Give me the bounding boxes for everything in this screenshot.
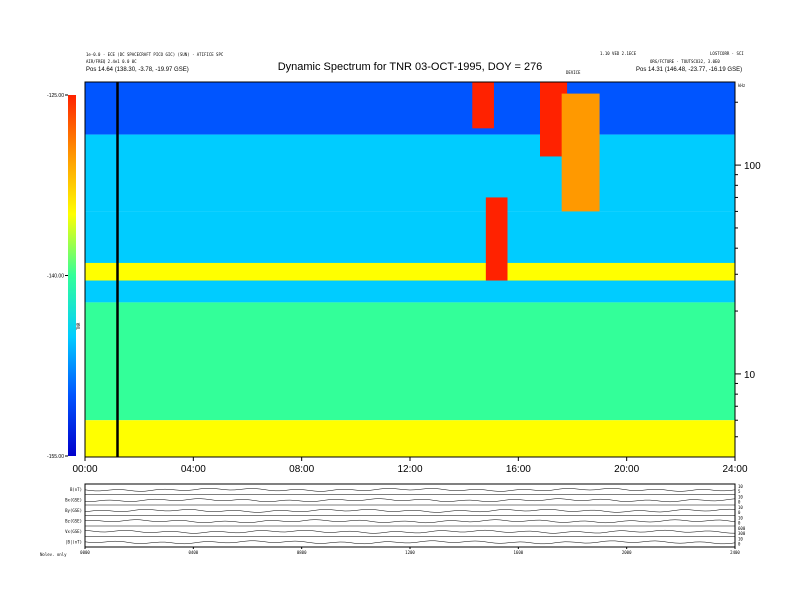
spectrum-band-plasma-line [85,262,735,281]
spectrum-band-top [85,82,735,135]
panel-x-tick-label: 1200 [405,550,415,555]
y-axis: 10 100 [735,101,761,438]
x-tick-label: 08:00 [289,464,314,475]
panel-right-tick: 0 [738,521,741,526]
panel-label: Bz(GSE) [65,518,82,523]
panel-right-tick: 0 [738,500,741,505]
colorbar-label: TNR [76,322,81,330]
chart-title: Dynamic Spectrum for TNR 03-OCT-1995, DO… [278,61,543,73]
panel-trace [84,540,736,545]
x-tick-label: 04:00 [181,464,206,475]
footer-label: Nolev. only [40,552,67,557]
lower-panels: B(nT)105Bx(GSE)100By(GSE)100Bz(GSE)100Vx… [65,483,746,555]
panel-right-tick: 600 [738,526,746,531]
panel-label: |B|(nT) [65,539,82,544]
colorbar-tick-label: -140.00 [47,274,64,280]
panel-trace [84,529,736,534]
panel-right-tick: 10 [738,537,743,542]
panel-x-tick-label: 2000 [622,550,632,555]
x-tick-label: 12:00 [397,464,422,475]
header-left-line-3: Pos 14.64 (138.30, -3.78, -19.97 GSE) [86,67,189,73]
spectrum-band-background [85,211,735,303]
panel-right-tick: 5 [738,489,741,494]
y-tick-label: 10 [744,370,756,381]
panel-x-tick-label: 2400 [730,550,740,555]
header-right-line-4: Pos 14.31 (146.48, -23.77, -16.19 GSE) [636,67,742,73]
panel-x-tick-label: 0000 [80,550,90,555]
colorbar-tick-label: -125.00 [47,93,64,99]
colorbar [68,95,76,456]
spectrum-band-lower [85,302,735,421]
header-right-line-1: 1.10 VED 2.1ECE [600,51,637,56]
panel-x-tick-label: 0400 [189,550,199,555]
header-right-line-3: ORG/FCTURE · TOUTSCO32, 3.0E0 [650,59,720,64]
header-left-line-1: 1e-0.0 · ECE (DC SPACECRAFT PICO GIC) (S… [86,52,224,57]
event-label: DEVICE [566,70,581,75]
colorbar-tick-label: -155.00 [47,454,64,460]
x-tick-label: 00:00 [72,464,97,475]
header-left-line-2: AIR/FREQ 2.4e1 0.0 0C [86,59,137,64]
spectrum-band-upper [85,134,735,212]
panel-label: Vx(GSE) [65,529,82,534]
panel-x-tick-label: 1600 [514,550,524,555]
burst-4 [561,93,600,212]
panel-right-tick: 0 [738,510,741,515]
panel-right-tick: 10 [738,495,743,500]
burst-2 [485,197,508,281]
panel-x-tick-label: 0800 [297,550,307,555]
panel-right-tick: 0 [738,542,741,547]
colorbar-ticks: -125.00 -140.00 -155.00 [47,93,68,460]
x-tick-label: 24:00 [722,464,747,475]
y-tick-label: 100 [744,161,761,172]
panel-right-tick: 300 [738,531,746,536]
panel-trace [84,488,736,492]
panel-right-tick: 10 [738,484,743,489]
panel-right-tick: 10 [738,516,743,521]
header-right-line-2: LOSTCORR · SCI [710,51,744,56]
panel-trace [84,519,736,524]
spectrogram [85,82,735,457]
panel-label: B(nT) [70,487,82,492]
panel-label: By(GSE) [65,508,82,513]
x-tick-label: 20:00 [614,464,639,475]
burst-1 [472,82,494,129]
x-tick-label: 16:00 [506,464,531,475]
panel-right-tick: 10 [738,505,743,510]
panel-trace [84,508,736,513]
spectrum-band-floor [85,420,735,457]
x-axis: 00:00 04:00 08:00 12:00 16:00 20:00 24:00 [72,457,748,475]
panel-trace [85,498,736,503]
panel-label: Bx(GSE) [65,497,82,502]
y-unit-label: kHz [738,83,746,88]
